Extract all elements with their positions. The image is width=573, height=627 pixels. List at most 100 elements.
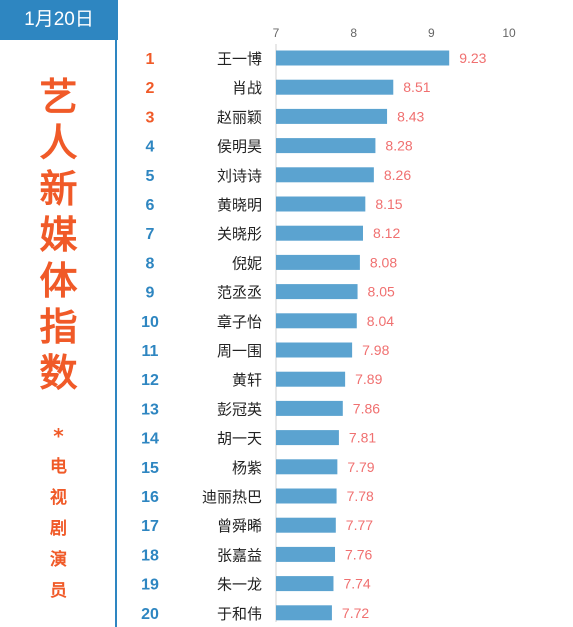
category-label: 黄轩 [232,371,262,389]
bar [276,459,338,475]
category-label: 侯明昊 [217,138,262,156]
category-label: 朱一龙 [217,576,262,594]
category-label: 倪妮 [232,254,262,272]
category-label: 范丞丞 [217,284,262,302]
title-char: 艺 [39,75,78,119]
bar [276,108,388,124]
value-label: 7.86 [353,400,380,416]
bar [276,138,376,154]
rank-number: 8 [146,255,155,272]
bar [276,79,394,95]
value-label: 7.78 [347,488,374,504]
rank-number: 10 [141,314,159,331]
bar [276,50,450,66]
title-char: 指 [39,305,78,349]
value-label: 8.28 [385,138,412,154]
bar [276,576,334,592]
rank-number: 12 [141,372,159,389]
rank-number: 4 [146,139,155,156]
category-label: 彭冠英 [217,400,262,418]
value-label: 7.81 [349,430,376,446]
sub-title-char: 剧 [50,519,67,539]
rank-number: 6 [146,197,155,214]
sub-title-char: 电 [50,457,67,477]
title-char: 媒 [39,213,78,257]
title-char: 新 [39,167,78,211]
category-label: 于和伟 [217,605,262,623]
sub-title: * 电 视 剧 演 员 [0,426,117,607]
rank-number: 18 [141,547,159,564]
rank-number: 7 [146,226,155,243]
sub-title-char: 员 [50,581,67,601]
x-tick-label: 10 [502,26,516,40]
category-label: 张嘉益 [217,546,262,564]
value-label: 7.98 [362,342,389,358]
date-badge: 1月20日 [0,0,118,40]
bar [276,342,353,358]
bar [276,430,339,446]
value-label: 7.74 [343,576,370,592]
rank-number: 16 [141,489,159,506]
value-label: 8.08 [370,254,397,270]
value-label: 8.51 [403,79,430,95]
bar [276,225,363,241]
title-char: 体 [39,259,78,303]
bar [276,167,374,183]
value-label: 8.12 [373,225,400,241]
value-label: 7.89 [355,371,382,387]
rank-number: 20 [141,606,159,623]
rank-number: 19 [141,577,159,594]
category-label: 刘诗诗 [217,167,262,185]
sub-title-star: * [53,424,64,448]
value-label: 8.43 [397,108,424,124]
bar [276,517,336,533]
value-label: 8.05 [368,284,395,300]
bar [276,371,346,387]
category-label: 章子怡 [217,313,262,331]
rank-number: 5 [146,168,155,185]
x-tick-label: 8 [350,26,357,40]
value-label: 9.23 [459,50,486,66]
category-label: 黄晓明 [217,196,262,214]
left-title-panel: 艺 人 新 媒 体 指 数 * 电 视 剧 演 员 [0,40,117,627]
value-label: 7.79 [347,459,374,475]
title-char: 人 [39,121,78,165]
bar [276,254,360,270]
value-label: 7.76 [345,546,372,562]
bar [276,605,332,621]
x-tick-label: 7 [273,26,280,40]
value-label: 7.77 [346,517,373,533]
rank-number: 13 [141,401,159,418]
category-label: 周一围 [217,342,262,360]
category-label: 赵丽颖 [217,108,262,126]
rank-number: 1 [146,51,155,68]
value-label: 8.26 [384,167,411,183]
x-tick-label: 9 [428,26,435,40]
category-label: 肖战 [232,79,262,97]
bar [276,196,366,212]
category-label: 杨紫 [232,459,262,477]
value-label: 8.15 [375,196,402,212]
value-label: 7.72 [342,605,369,621]
category-label: 迪丽热巴 [202,488,262,506]
bar [276,284,358,300]
rank-number: 14 [141,431,159,448]
title-char: 数 [39,351,78,395]
rank-number: 3 [146,109,155,126]
sub-title-char: 视 [50,488,67,508]
category-label: 王一博 [217,50,262,68]
rank-number: 9 [146,285,155,302]
rank-number: 17 [141,518,159,535]
bar [276,400,343,416]
value-label: 8.04 [367,313,394,329]
category-label: 曾舜晞 [217,517,262,535]
rank-number: 15 [141,460,159,477]
main-title: 艺 人 新 媒 体 指 数 [0,74,117,396]
bar [276,313,357,329]
sub-title-char: 演 [50,550,67,570]
bar [276,546,336,562]
rank-number: 11 [142,343,159,360]
category-label: 关晓彤 [217,225,262,243]
bar [276,488,337,504]
